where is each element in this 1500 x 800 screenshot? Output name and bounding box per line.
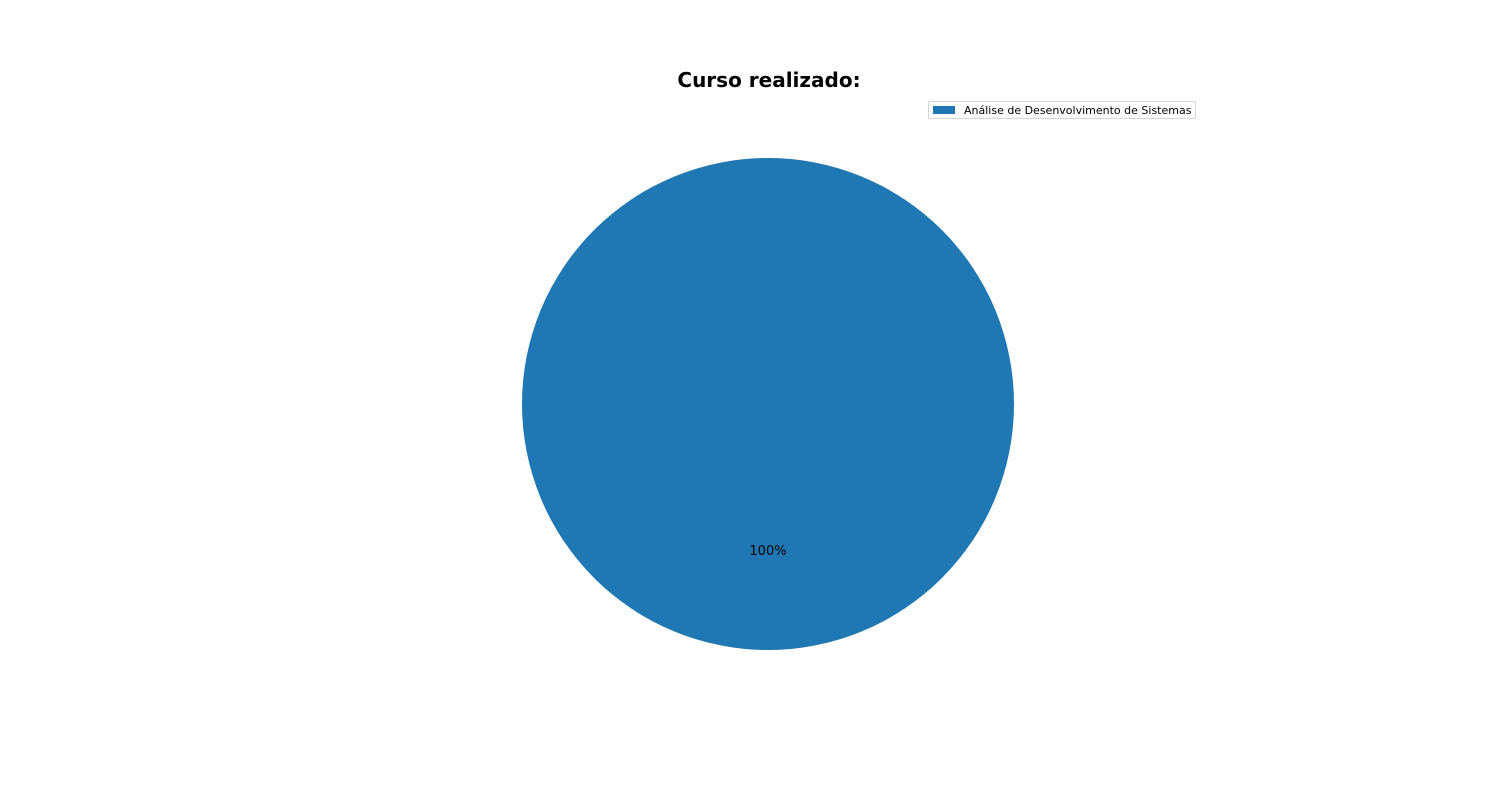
pie-slice-label: 100% xyxy=(749,544,786,559)
legend: Análise de Desenvolvimento de Sistemas xyxy=(928,101,1197,119)
legend-label: Análise de Desenvolvimento de Sistemas xyxy=(964,103,1192,117)
pie-slice xyxy=(522,158,1014,650)
chart-title: Curso realizado: xyxy=(677,68,861,92)
legend-swatch xyxy=(933,106,955,114)
